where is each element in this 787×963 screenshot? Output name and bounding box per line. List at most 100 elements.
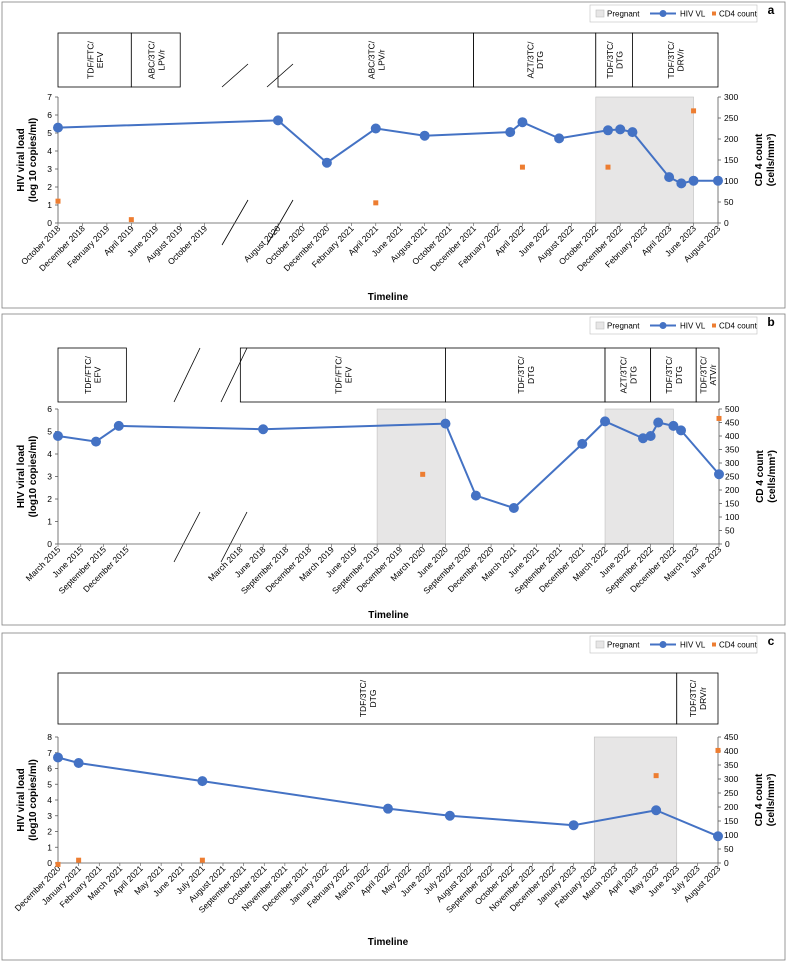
panel-a: TDF/FTC/EFV ABC/3TC/LPV/r ABC/3TC/LPV/r AZT… [1, 1, 786, 309]
regimen-label-line: DRV/r [676, 48, 686, 71]
legend-cd4-label: CD4 count [719, 10, 758, 19]
hiv-vl-point [653, 417, 664, 428]
y-right-tick-label: 500 [725, 404, 739, 414]
y-right-axis-title-line: CD 4 count [754, 133, 765, 186]
y-right-tick-label: 150 [724, 155, 738, 165]
regimen-label-line: TDF/3TC/ [358, 679, 368, 717]
y-right-tick-label: 450 [724, 732, 738, 742]
hiv-vl-point [53, 122, 63, 133]
hiv-vl-point [53, 752, 63, 763]
legend: Pregnant HIV VL CD4 count [589, 4, 758, 23]
hiv-vl-point [568, 820, 579, 831]
y-right-tick-label: 250 [724, 788, 738, 798]
y-left-tick-label: 6 [47, 110, 52, 120]
hiv-vl-point [197, 776, 208, 787]
hiv-vl-point [676, 425, 687, 436]
axis-break-mark [221, 63, 249, 88]
regimen-label: ABC/3TC/LPV/r [147, 40, 167, 79]
y-left-tick-label: 3 [47, 472, 52, 482]
regimen-label-line: EFV [93, 366, 103, 383]
hiv-vl-point [577, 438, 588, 449]
regimen-timeline: TDF/FTC/EFV ABC/3TC/LPV/r ABC/3TC/LPV/r AZT… [57, 32, 719, 88]
y-right-tick-label: 100 [725, 512, 739, 522]
hiv-vl-point [508, 503, 519, 513]
hiv-vl-point [713, 831, 723, 842]
regimen-label: TDF/3TC/DRV/r [666, 41, 686, 79]
axis-break-mark [173, 347, 201, 403]
regimen-box [57, 32, 132, 88]
hiv-vl-point [668, 420, 679, 431]
regimen-label: TDF/3TC/DTG [516, 356, 536, 394]
cd4-point [691, 108, 697, 114]
hiv-vl-point [676, 178, 687, 189]
cd4-point [716, 415, 722, 421]
y-right-tick-label: 150 [725, 499, 739, 509]
y-right-tick-label: 400 [725, 431, 739, 441]
axis-break-mark [220, 347, 248, 403]
legend-cd4-label: CD4 count [719, 641, 758, 650]
regimen-label-line: LPV/r [376, 49, 386, 70]
y-right-tick-label: 50 [724, 844, 734, 854]
cd4-point [653, 773, 659, 779]
regimen-label-line: EFV [95, 51, 105, 68]
y-left-tick-label: 1 [47, 842, 52, 852]
panel-letter: c [768, 634, 775, 648]
y-right-tick-label: 250 [724, 113, 738, 123]
y-left-axis-title-line: HIV viral load [16, 128, 27, 191]
panel-letter: a [768, 3, 775, 17]
y-right-axis-title-line: CD 4 count [755, 449, 766, 502]
legend-pregnant-label: Pregnant [607, 322, 640, 331]
legend-vl-label: HIV VL [680, 322, 706, 331]
y-right-axis-title-line: (cells/mm³) [766, 774, 777, 827]
legend: Pregnant HIV VL CD4 count [589, 635, 758, 654]
regimen-label: TDF/FTC/EFV [85, 40, 105, 78]
axis-break-mark [266, 199, 294, 246]
regimen-label-line: TDF/3TC/ [698, 356, 708, 394]
legend-pregnant-label: Pregnant [607, 10, 640, 19]
y-left-tick-label: 0 [47, 858, 52, 868]
regimen-label-line: DRV/r [698, 687, 708, 710]
y-left-axis-title-line: (log10 copies/ml) [28, 436, 39, 518]
cd4-point [55, 861, 61, 867]
y-right-axis-title: CD 4 count(cells/mm³) [754, 773, 777, 826]
regimen-label-line: DTG [615, 51, 625, 69]
regimen-timeline: TDF/FTC/EFV TDF/FTC/EFV TDF/3TC/DTG AZT/3TC… [57, 347, 720, 403]
hiv-vl-point [627, 127, 638, 138]
y-left-tick-label: 2 [47, 827, 52, 837]
regimen-label-line: DTG [535, 51, 545, 69]
panel-frame [1, 632, 786, 961]
cd4-point [519, 164, 525, 170]
regimen-box [695, 347, 720, 403]
regimen-label-line: TDF/3TC/ [688, 679, 698, 717]
hiv-vl-point [713, 175, 723, 186]
regimen-label: TDF/3TC/DTG [605, 41, 625, 79]
y-right-tick-label: 300 [724, 92, 738, 102]
regimen-label: TDF/3TC/DTG [664, 356, 684, 394]
cd4-point [76, 857, 82, 863]
hiv-vl-point [505, 127, 516, 138]
hiv-vl-point [651, 805, 662, 816]
y-left-tick-label: 3 [47, 164, 52, 174]
regimen-label-line: ABC/3TC/ [367, 40, 377, 79]
axis-break-mark [173, 511, 201, 563]
regimen-label: TDF/3TC/ATV/r [698, 356, 718, 394]
regimen-label: AZT/3TC/DTG [525, 41, 545, 78]
legend: Pregnant HIV VL CD4 count [589, 316, 758, 335]
legend-cd4-marker [712, 323, 716, 328]
y-right-tick-label: 0 [724, 218, 729, 228]
hiv-vl-point [273, 115, 283, 126]
y-right-tick-label: 200 [725, 485, 739, 495]
hiv-vl-point [645, 431, 656, 441]
legend-cd4-label: CD4 count [719, 322, 758, 331]
y-right-tick-label: 50 [725, 526, 735, 536]
y-right-tick-label: 350 [724, 760, 738, 770]
hiv-vl-line [57, 756, 719, 838]
regimen-box [239, 347, 446, 403]
hiv-vl-point [554, 133, 565, 144]
y-left-axis-title: HIV viral load(log10 copies/ml) [16, 436, 39, 518]
panel-frame [1, 1, 786, 309]
pregnancy-band [593, 736, 678, 864]
regimen-box [130, 32, 181, 88]
